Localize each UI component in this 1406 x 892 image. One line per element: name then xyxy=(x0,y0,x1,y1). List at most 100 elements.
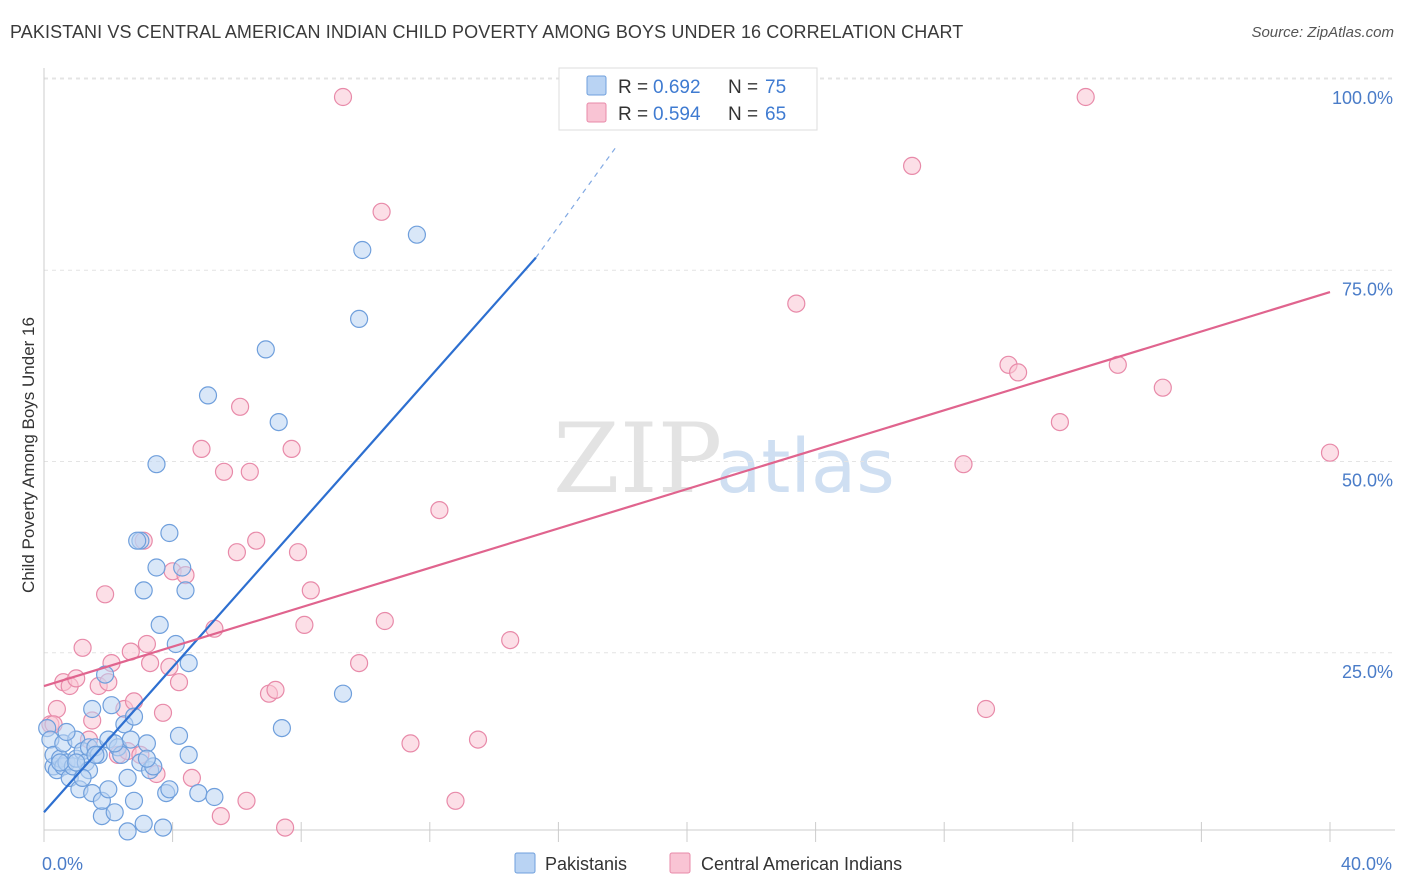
data-point-central-american-indians xyxy=(214,462,234,481)
data-point-central-american-indians xyxy=(430,501,449,520)
series-central-american-indians xyxy=(41,87,1340,837)
data-point-central-american-indians xyxy=(468,730,488,749)
data-point-central-american-indians xyxy=(169,673,189,692)
x-tick-label-min: 0.0% xyxy=(42,854,83,874)
data-point-pakistanis xyxy=(353,240,372,260)
legend-swatch-pakistanis xyxy=(586,75,607,96)
data-point-pakistanis xyxy=(160,523,179,543)
data-point-central-american-indians xyxy=(501,630,520,650)
data-point-central-american-indians xyxy=(182,768,201,788)
legend-swatch-central-american-indians xyxy=(586,102,607,123)
data-point-central-american-indians xyxy=(95,585,115,604)
trend-line-pakistanis-extension xyxy=(535,146,617,259)
data-point-pakistanis xyxy=(102,696,121,715)
data-point-pakistanis xyxy=(407,225,426,244)
bottom-legend-swatch-central-american-indians xyxy=(669,852,691,874)
legend-n-value: 65 xyxy=(765,104,786,125)
data-point-central-american-indians xyxy=(141,653,160,673)
data-point-pakistanis xyxy=(179,745,198,765)
data-point-central-american-indians xyxy=(288,543,308,562)
data-point-central-american-indians xyxy=(211,806,230,826)
data-point-pakistanis xyxy=(137,734,156,753)
data-point-central-american-indians xyxy=(282,439,301,458)
series-pakistanis xyxy=(38,225,426,841)
data-point-central-american-indians xyxy=(1076,87,1095,107)
data-point-central-american-indians xyxy=(73,638,92,657)
axes xyxy=(43,68,1395,831)
y-tick-label: 50.0% xyxy=(1342,471,1393,491)
data-point-central-american-indians xyxy=(192,439,211,458)
y-axis-title: Child Poverty Among Boys Under 16 xyxy=(19,317,38,593)
legend-r-label: R = xyxy=(618,77,648,98)
bottom-legend-label-pakistanis: Pakistanis xyxy=(545,854,627,874)
y-tick-label: 75.0% xyxy=(1342,279,1393,299)
legend-r-value: 0.594 xyxy=(653,104,701,125)
data-point-central-american-indians xyxy=(372,202,391,221)
data-point-pakistanis xyxy=(121,730,140,749)
data-point-pakistanis xyxy=(57,722,76,742)
data-point-pakistanis xyxy=(134,814,153,833)
data-point-central-american-indians xyxy=(902,156,922,175)
data-point-central-american-indians xyxy=(227,543,246,562)
data-point-pakistanis xyxy=(83,699,102,719)
data-point-pakistanis xyxy=(173,558,192,577)
watermark-atlas: atlas xyxy=(716,424,895,510)
legend-n-label: N = xyxy=(728,77,758,98)
data-point-central-american-indians xyxy=(295,615,314,635)
y-tick-labels: 100.0% 75.0% 50.0% 25.0% xyxy=(1332,88,1393,682)
data-point-central-american-indians xyxy=(1320,443,1340,462)
data-point-central-american-indians xyxy=(446,791,465,810)
data-point-pakistanis xyxy=(67,753,86,772)
y-tick-label: 25.0% xyxy=(1342,662,1393,682)
chart-title: PAKISTANI VS CENTRAL AMERICAN INDIAN CHI… xyxy=(10,22,964,42)
watermark: ZIP atlas xyxy=(553,403,895,515)
trend-line-pakistanis xyxy=(43,256,537,814)
x-ticks xyxy=(43,822,1331,842)
data-point-central-american-indians xyxy=(124,692,144,711)
data-point-central-american-indians xyxy=(1008,363,1028,382)
gridlines xyxy=(44,77,1395,654)
x-tick-label-max: 40.0% xyxy=(1341,854,1392,874)
data-point-central-american-indians xyxy=(350,653,369,673)
data-point-central-american-indians xyxy=(240,462,259,481)
data-point-central-american-indians xyxy=(47,699,67,719)
data-point-pakistanis xyxy=(124,791,144,810)
source-label: Source: ZipAtlas.com xyxy=(1251,24,1394,41)
data-point-pakistanis xyxy=(105,734,124,753)
data-point-central-american-indians xyxy=(976,699,996,719)
legend-r-value: 0.692 xyxy=(653,77,701,98)
data-point-pakistanis xyxy=(95,665,115,684)
data-point-central-american-indians xyxy=(375,611,394,631)
data-point-pakistanis xyxy=(205,787,224,807)
data-point-pakistanis xyxy=(124,707,144,726)
trend-lines xyxy=(43,146,1331,814)
data-point-pakistanis xyxy=(176,581,195,600)
legend-n-value: 75 xyxy=(765,77,786,98)
data-point-pakistanis xyxy=(256,340,275,359)
data-point-pakistanis xyxy=(99,780,118,799)
data-point-central-american-indians xyxy=(333,87,353,107)
data-point-pakistanis xyxy=(160,780,179,799)
data-point-pakistanis xyxy=(272,718,291,738)
data-point-central-american-indians xyxy=(237,791,256,810)
data-point-pakistanis xyxy=(73,768,92,788)
data-point-pakistanis xyxy=(150,615,169,635)
data-point-pakistanis xyxy=(350,309,369,328)
data-point-pakistanis xyxy=(128,531,147,550)
legend: R = 0.692 N = 75 R = 0.594 N = 65 xyxy=(558,67,818,131)
data-point-central-american-indians xyxy=(954,455,973,474)
data-point-pakistanis xyxy=(134,581,153,600)
bottom-legend-label-central-american-indians: Central American Indians xyxy=(701,854,902,874)
legend-r-label: R = xyxy=(618,104,648,125)
data-point-central-american-indians xyxy=(160,657,179,677)
data-point-pakistanis xyxy=(147,558,166,577)
bottom-legend-swatch-pakistanis xyxy=(514,852,536,874)
data-point-pakistanis xyxy=(118,768,137,788)
data-point-pakistanis xyxy=(269,413,288,432)
data-point-central-american-indians xyxy=(301,581,320,600)
data-point-central-american-indians xyxy=(153,703,173,722)
data-point-pakistanis xyxy=(153,818,173,837)
data-point-pakistanis xyxy=(198,386,218,405)
data-point-central-american-indians xyxy=(231,397,250,416)
